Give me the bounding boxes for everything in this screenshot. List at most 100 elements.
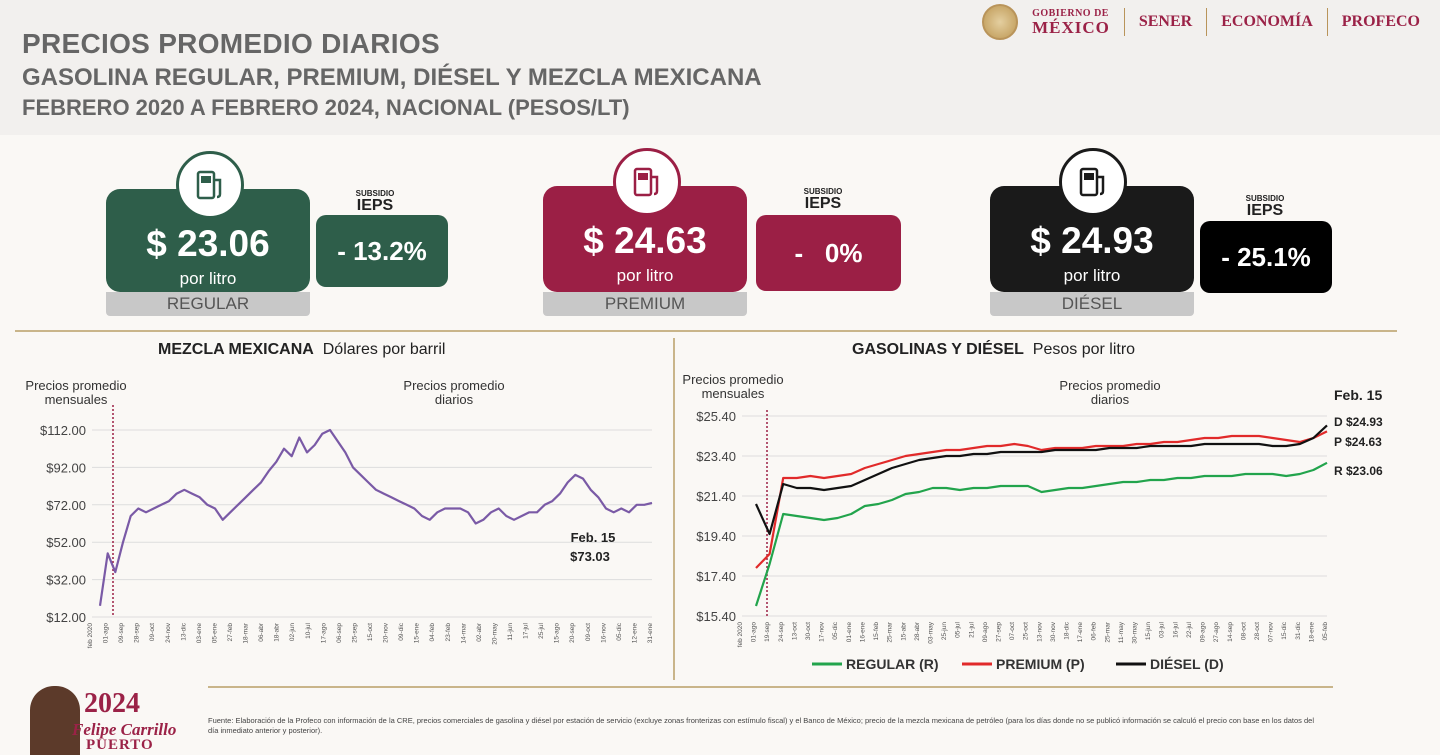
y-tick-label: $52.00 xyxy=(46,535,86,550)
x-tick-label: 05-jul xyxy=(955,621,962,637)
x-tick-label: 05-ene xyxy=(211,623,218,644)
x-tick-label: 20-sep xyxy=(569,623,576,643)
x-tick-label: 17-nov xyxy=(819,621,826,642)
x-tick-label: 08-oct xyxy=(1240,622,1247,640)
x-tick-label: 15-dic xyxy=(1281,621,1288,639)
annotation-monthly: mensuales xyxy=(45,392,108,407)
x-tick-label: 15-oct xyxy=(367,623,374,641)
x-tick-label: 17-ene xyxy=(1077,622,1084,643)
page-title: PRECIOS PROMEDIO DIARIOS xyxy=(22,28,440,59)
x-tick-label: 22-jul xyxy=(1186,621,1193,637)
x-tick-label: 01-ago xyxy=(103,623,110,644)
divider xyxy=(208,686,1333,688)
gasolinas-diesel-chart: $25.40 $23.40 $21.40 $19.40 $17.40 $15.40feb … xyxy=(682,372,1383,672)
x-tick-label: 27-sep xyxy=(995,622,1002,642)
y-tick-label: $23.40 xyxy=(696,449,736,464)
x-tick-label: 10-jul xyxy=(305,622,312,638)
x-tick-label: 16-nov xyxy=(600,622,607,643)
x-tick-label: 02-abr xyxy=(476,622,483,642)
x-tick-label: 01-ene xyxy=(846,622,853,643)
x-tick-label: 14-sep xyxy=(1227,622,1234,642)
x-tick-label: 25-mar xyxy=(887,621,894,642)
x-tick-label: 03-ene xyxy=(196,623,203,644)
x-tick-label: 06-abr xyxy=(258,622,265,642)
y-tick-label: $12.00 xyxy=(46,610,86,625)
x-tick-label: 02-jun xyxy=(289,623,296,641)
x-tick-label: 09-oct xyxy=(149,623,156,641)
x-tick-label: 15-feb xyxy=(873,622,880,641)
legend-label: DIÉSEL (D) xyxy=(1150,656,1224,672)
end-value-label: $73.03 xyxy=(570,549,610,564)
x-tick-label: 07-oct xyxy=(1009,622,1016,640)
x-tick-label: 21-jul xyxy=(968,621,975,637)
x-tick-label: 28-oct xyxy=(1254,622,1261,640)
x-tick-label: 09-sep xyxy=(118,623,125,643)
annotation-monthly: mensuales xyxy=(702,386,765,401)
series-line-2 xyxy=(754,424,1328,536)
x-tick-label: 20-may xyxy=(491,622,498,644)
x-tick-label: 18-abr xyxy=(274,622,281,642)
annotation-daily: diarios xyxy=(435,392,474,407)
y-tick-label: $21.40 xyxy=(696,489,736,504)
fuel-pump-icon xyxy=(1059,148,1127,216)
x-tick-label: 18-mar xyxy=(243,622,250,643)
x-tick-label: 30-nov xyxy=(1050,621,1057,642)
x-tick-label: 06-sep xyxy=(336,623,343,643)
x-tick-label: 13-dic xyxy=(180,622,187,640)
x-tick-label: 16-ene xyxy=(859,622,866,643)
x-tick-label: 15-ene xyxy=(414,623,421,644)
x-tick-label: 12-ene xyxy=(631,623,638,644)
x-tick-label: 25-jun xyxy=(941,622,948,640)
subsidy-regular: - 13.2% xyxy=(316,215,448,287)
price-unit: por litro xyxy=(616,266,674,285)
series-line-1 xyxy=(755,430,1328,569)
end-value-label: P $24.63 xyxy=(1334,435,1382,449)
subsidy-diesel: - 25.1% xyxy=(1200,221,1332,293)
end-value-label: D $24.93 xyxy=(1334,415,1383,429)
annotation-daily: Precios promedio xyxy=(1059,378,1160,393)
x-tick-label: 16-jul xyxy=(1172,621,1179,637)
y-tick-label: $32.00 xyxy=(46,573,86,588)
y-tick-label: $112.00 xyxy=(40,423,86,438)
x-tick-label: 01-ago xyxy=(751,622,758,643)
y-tick-label: $17.40 xyxy=(696,569,736,584)
mexico-seal-icon xyxy=(982,4,1019,40)
profeco-logo: PROFECO xyxy=(1341,13,1420,30)
fuel-pump-icon xyxy=(613,148,681,216)
price-value: $ 24.93 xyxy=(1030,220,1154,261)
x-tick-label: 23-feb xyxy=(445,623,452,642)
x-tick-label: 15-ago xyxy=(554,623,561,644)
x-tick-label: 11-may xyxy=(1118,621,1125,643)
x-tick-label: 09-dic xyxy=(398,622,405,640)
portrait xyxy=(30,686,80,755)
x-tick-label: 27-feb xyxy=(227,623,234,642)
x-tick-label: 05-dic xyxy=(832,621,839,639)
end-date-label: Feb. 15 xyxy=(571,530,616,545)
divider xyxy=(1326,8,1328,36)
ieps-label: SUBSIDIO IEPS xyxy=(803,187,843,212)
x-tick-label: 05-feb xyxy=(1322,622,1329,641)
x-tick-label: 15-abr xyxy=(900,621,907,641)
x-tick-label: 31-dic xyxy=(1295,621,1302,639)
x-tick-label: 14-mar xyxy=(460,622,467,643)
x-tick-label: 07-nov xyxy=(1268,621,1275,642)
fuel-pump-icon xyxy=(176,151,244,219)
x-tick-label: 04-feb xyxy=(429,623,436,642)
x-tick-label: 25-oct xyxy=(1023,622,1030,640)
x-tick-label: 09-oct xyxy=(585,623,592,641)
x-tick-label: 30-may xyxy=(1132,621,1139,643)
fuel-name: REGULAR xyxy=(106,292,310,316)
annotation-monthly: Precios promedio xyxy=(25,378,126,393)
mezcla-mexicana-chart: $112.00 $92.00 $72.00 $52.00 $32.00 $12.00feb… xyxy=(25,378,654,648)
end-date-label: Feb. 15 xyxy=(1334,387,1382,403)
price-unit: por litro xyxy=(1063,266,1121,285)
subsidy-premium: - 0% xyxy=(756,215,901,291)
x-tick-label: 11-jun xyxy=(507,623,514,641)
annotation-daily: Precios promedio xyxy=(403,378,504,393)
x-tick-label: 06-feb xyxy=(1091,622,1098,641)
ieps-label: SUBSIDIO IEPS xyxy=(1245,194,1285,219)
price-unit: por litro xyxy=(179,269,237,288)
y-tick-label: $19.40 xyxy=(696,529,736,544)
header: PRECIOS PROMEDIO DIARIOS GASOLINA REGULA… xyxy=(0,0,1440,135)
series-line-0 xyxy=(98,428,653,606)
